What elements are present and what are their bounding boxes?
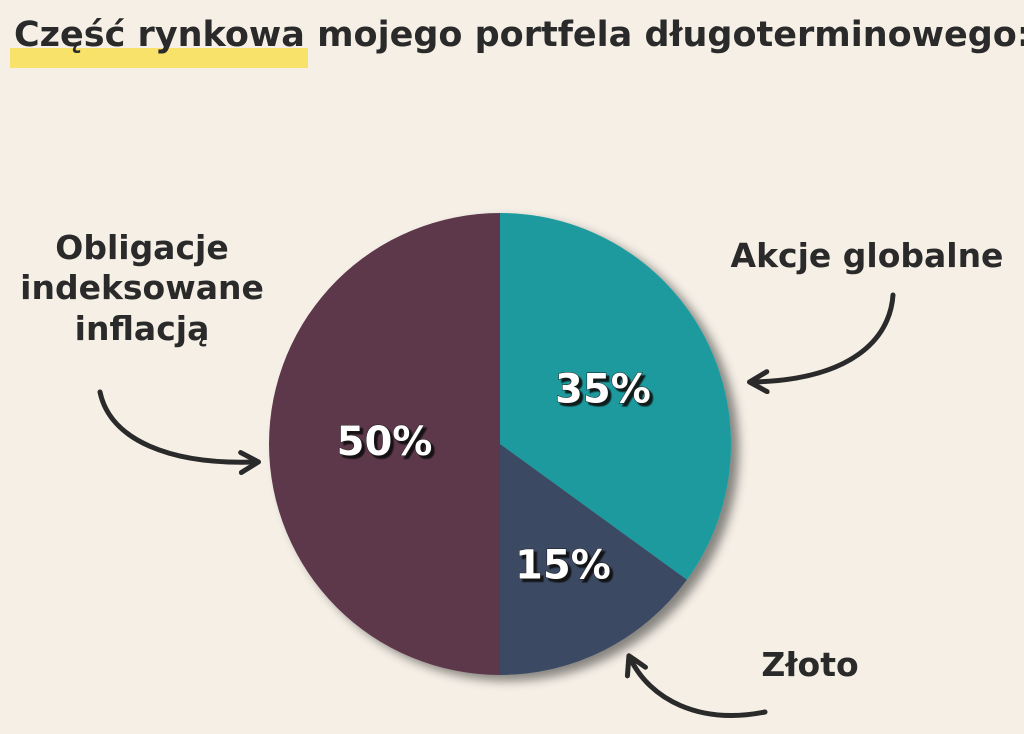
category-label: Akcje globalne (730, 236, 1004, 275)
chart-title: Część rynkowa mojego portfela długotermi… (14, 15, 1024, 55)
pie-slice (269, 213, 500, 675)
value-label: 15% (515, 542, 611, 588)
value-label: 50% (337, 419, 433, 465)
category-label: Obligacje indeksowane inflacją (20, 228, 264, 348)
pie (269, 213, 731, 675)
pie-slice (500, 213, 731, 580)
value-labels: 35% 15% 50% (336, 366, 651, 589)
arrow (747, 292, 896, 395)
value-label: 35% (555, 367, 651, 413)
arrow (624, 653, 768, 718)
arrow (97, 389, 261, 476)
pie-slice (500, 444, 687, 675)
title-highlight (10, 48, 308, 68)
category-label: Złoto (761, 645, 859, 684)
